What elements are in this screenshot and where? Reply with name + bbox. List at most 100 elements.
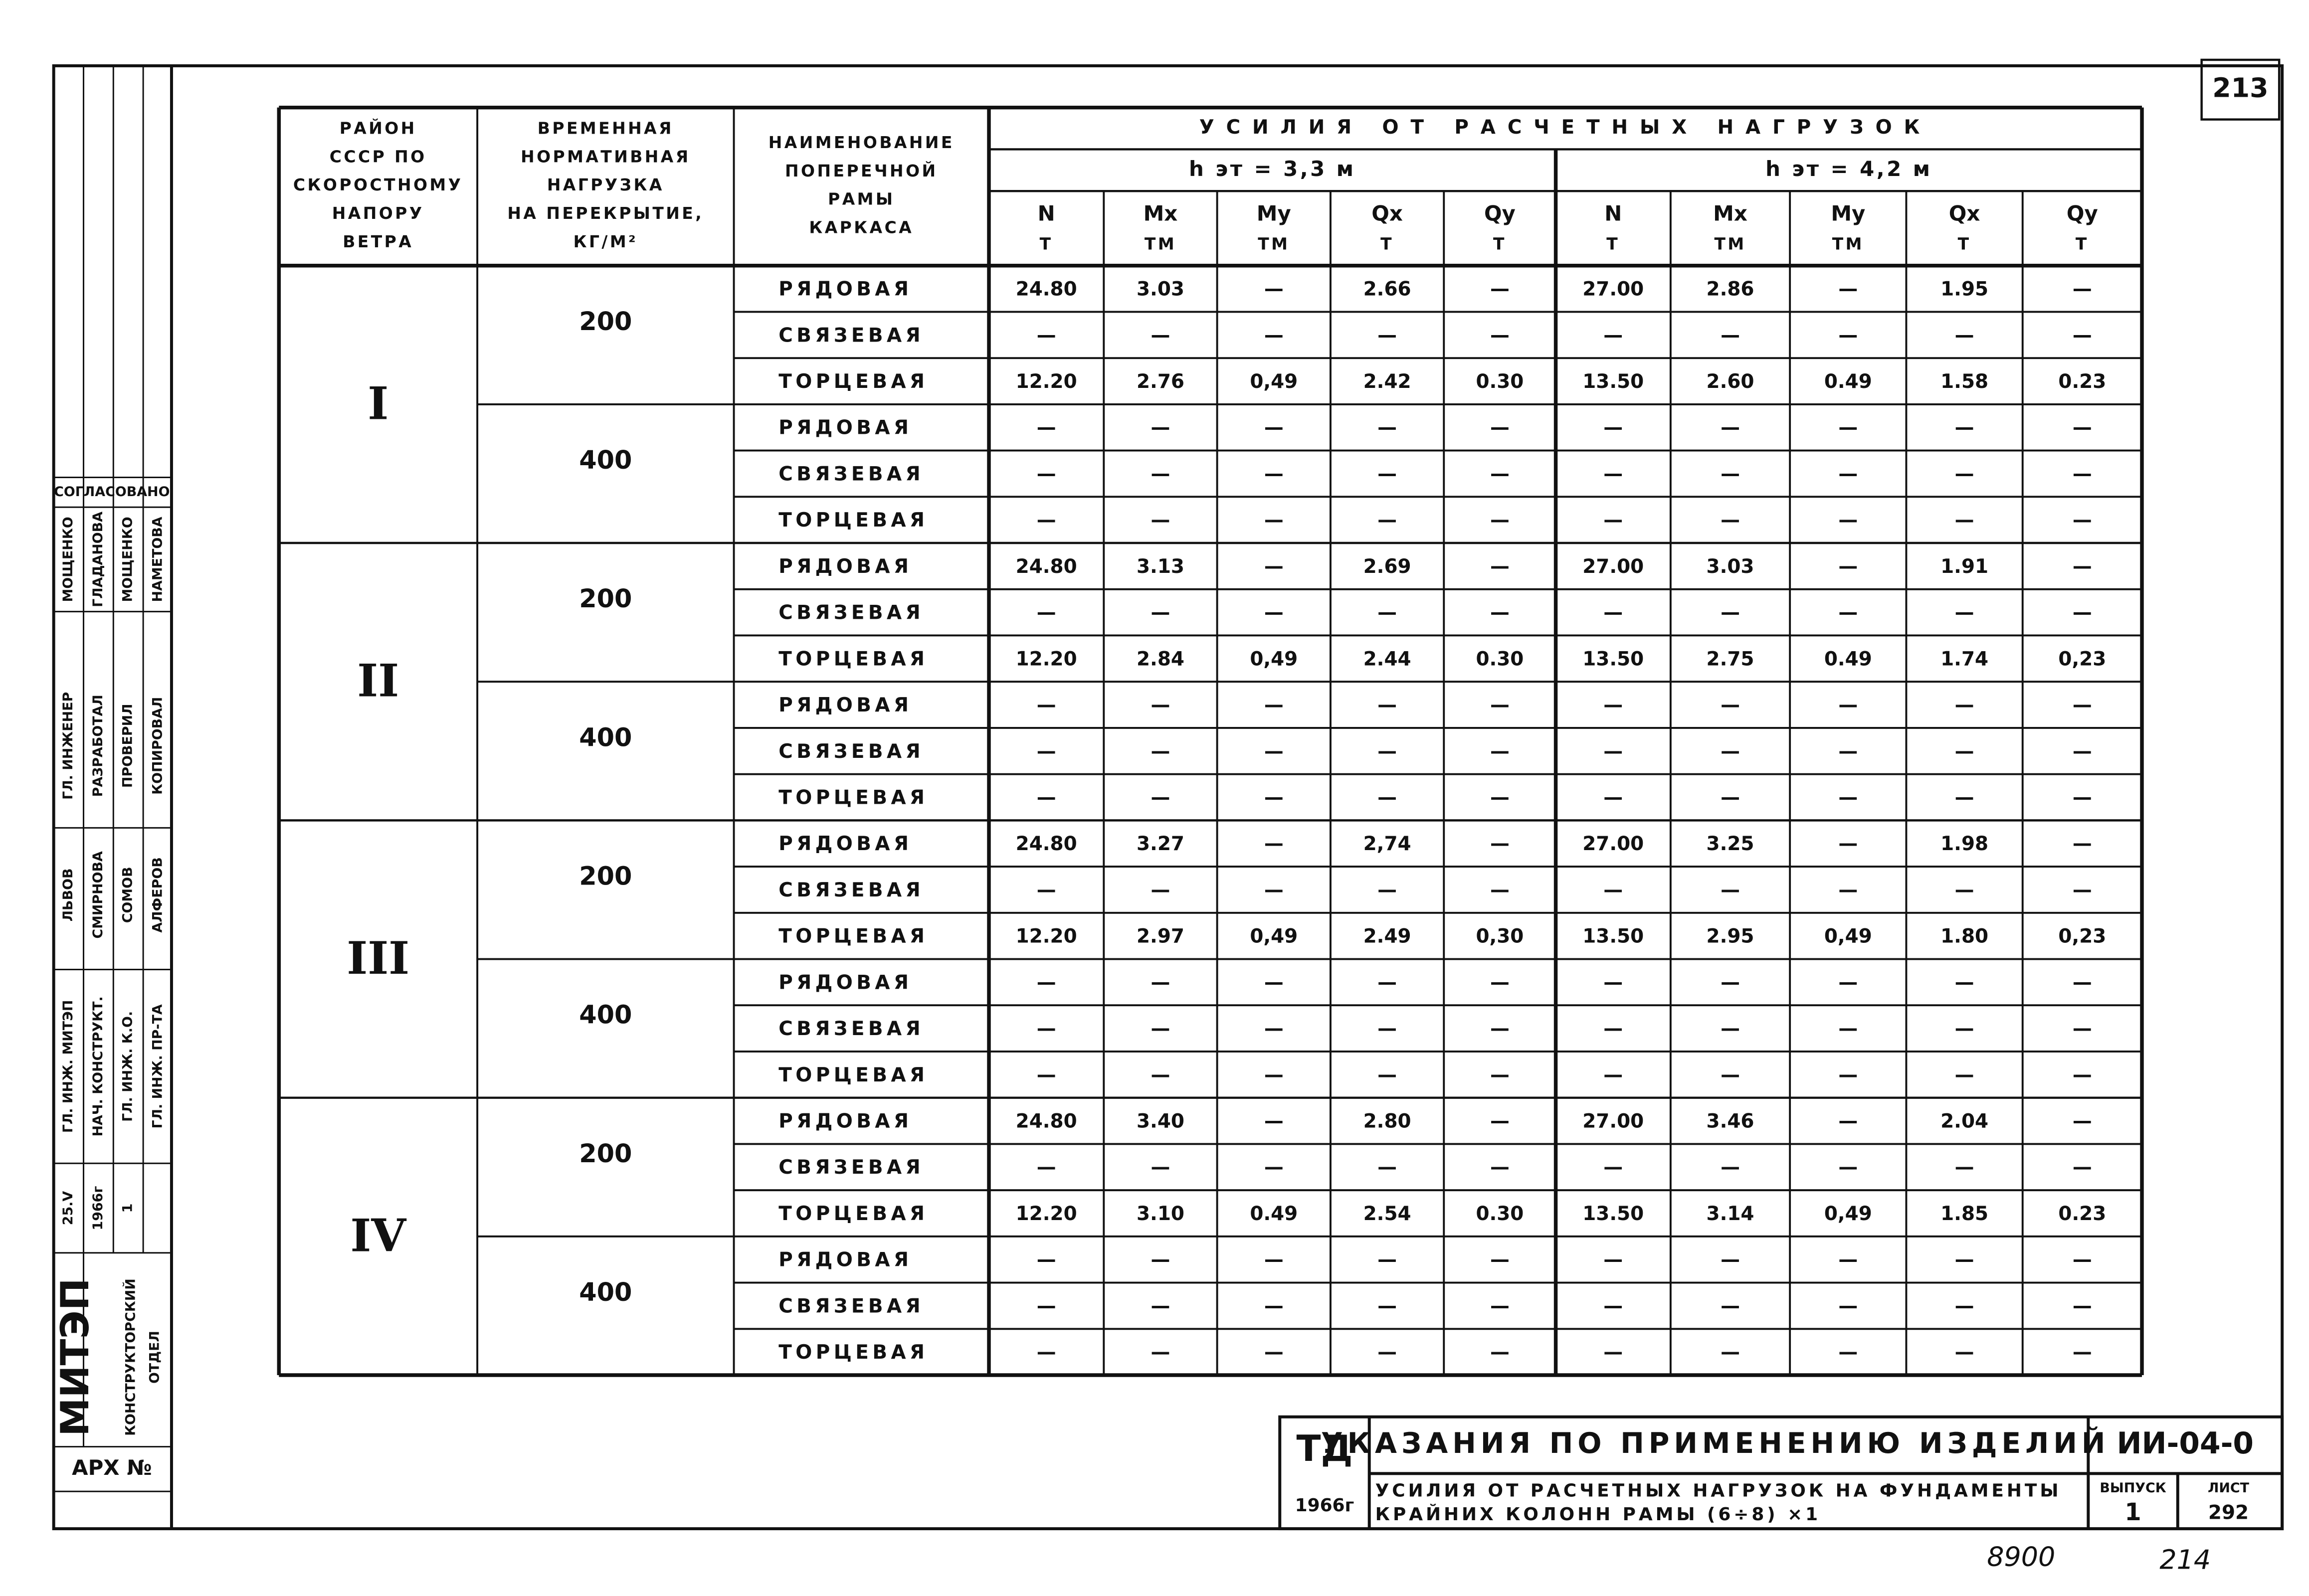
cell-value: — <box>1721 324 1740 347</box>
cell-value: — <box>1264 1018 1284 1040</box>
cell-value: — <box>1838 786 1858 809</box>
cell-value: — <box>1151 1295 1170 1317</box>
cell-value: — <box>2073 1110 2092 1133</box>
cell-value: — <box>1721 1156 1740 1179</box>
cell-value: — <box>1721 509 1740 532</box>
cell-value: 1.58 <box>1940 370 1988 393</box>
cell-value: — <box>1151 786 1170 809</box>
cell-value: — <box>1151 463 1170 485</box>
stamp-text: ГЛАДАНОВА <box>90 512 106 607</box>
cell-value: — <box>1603 602 1623 624</box>
cell-value: 24.80 <box>1016 833 1077 855</box>
cell-value: — <box>1264 1341 1284 1364</box>
region-label: IV <box>350 1210 406 1262</box>
cell-value: — <box>1264 1156 1284 1179</box>
cell-value: — <box>2073 740 2092 763</box>
cell-value: 0.23 <box>2058 1203 2106 1225</box>
cell-value: — <box>1838 971 1858 994</box>
frame-name: СВЯЗЕВАЯ <box>778 324 924 347</box>
column-unit: Т <box>2076 234 2089 253</box>
cell-value: 12.20 <box>1016 1203 1077 1225</box>
cell-value: — <box>1838 1110 1858 1133</box>
stamp-text: ПРОВЕРИЛ <box>120 704 136 788</box>
cell-value: 1.85 <box>1940 1203 1988 1225</box>
cell-value: — <box>1264 602 1284 624</box>
cell-value: 27.00 <box>1582 278 1644 301</box>
sheet-label: ЛИСТ <box>2208 1480 2250 1496</box>
cell-value: 2.95 <box>1707 925 1754 948</box>
cell-value: — <box>1151 509 1170 532</box>
stamp-text: АЛФЕРОВ <box>150 857 166 932</box>
issue: 1 <box>2124 1499 2141 1526</box>
frame-name: СВЯЗЕВАЯ <box>778 1295 924 1317</box>
cell-value: — <box>1490 1341 1510 1364</box>
cell-value: — <box>1721 602 1740 624</box>
cell-value: — <box>1037 1156 1056 1179</box>
cell-value: — <box>1490 278 1510 301</box>
cell-value: — <box>1603 509 1623 532</box>
load-value: 200 <box>579 307 632 336</box>
issue-label: ВЫПУСК <box>2100 1480 2166 1496</box>
frame-name: ТОРЦЕВАЯ <box>778 1064 928 1086</box>
outer-frame <box>52 64 2284 1531</box>
header-text: ВЕТРА <box>343 232 413 251</box>
cell-value: — <box>1037 971 1056 994</box>
cell-value: — <box>1955 786 1974 809</box>
cell-value: — <box>1838 417 1858 439</box>
cell-value: — <box>1151 324 1170 347</box>
frame-name: РЯДОВАЯ <box>778 833 912 855</box>
cell-value: — <box>2073 555 2092 578</box>
frame-name: ТОРЦЕВАЯ <box>778 1341 928 1364</box>
cell-value: — <box>2073 509 2092 532</box>
region-label: II <box>357 655 399 708</box>
column-symbol: Qy <box>1484 201 1516 226</box>
cell-value: — <box>1955 740 1974 763</box>
cell-value: — <box>1037 509 1056 532</box>
cell-value: — <box>1955 1156 1974 1179</box>
cell-value: — <box>1603 1064 1623 1086</box>
frame-name: РЯДОВАЯ <box>778 1249 912 1271</box>
header-text: СКОРОСТНОМУ <box>293 175 463 194</box>
cell-value: — <box>2073 1341 2092 1364</box>
cell-value: — <box>1264 324 1284 347</box>
cell-value: — <box>1037 463 1056 485</box>
stamp-text: 1966г <box>90 1186 106 1231</box>
cell-value: 2,74 <box>1363 833 1411 855</box>
frame-name: СВЯЗЕВАЯ <box>778 1018 924 1040</box>
stamp-text: НАМЕТОВА <box>150 517 166 602</box>
cell-value: — <box>1603 971 1623 994</box>
frame-name: РЯДОВАЯ <box>778 694 912 716</box>
cell-value: — <box>1151 1064 1170 1086</box>
stamp-text: ЛЬВОВ <box>60 869 76 922</box>
region-label: I <box>368 377 388 430</box>
cell-value: — <box>1721 879 1740 901</box>
cell-value: 1.80 <box>1940 925 1988 948</box>
header-text: ВРЕМЕННАЯ <box>538 119 674 138</box>
cell-value: — <box>1377 694 1397 716</box>
cell-value: 1.74 <box>1940 648 1988 670</box>
cell-value: 0.30 <box>1476 370 1524 393</box>
column-symbol: N <box>1604 201 1622 226</box>
stamp-grid <box>53 65 172 1492</box>
load-value: 200 <box>579 1139 632 1168</box>
cell-value: 2.60 <box>1707 370 1754 393</box>
cell-value: — <box>1603 879 1623 901</box>
cell-value: — <box>2073 1156 2092 1179</box>
cell-value: 2.66 <box>1363 278 1411 301</box>
header-text: h эт = 3,3 м <box>1189 157 1355 181</box>
cell-value: — <box>2073 1249 2092 1271</box>
cell-value: — <box>1490 694 1510 716</box>
cell-value: — <box>1838 1295 1858 1317</box>
cell-value: — <box>1603 694 1623 716</box>
cell-value: — <box>2073 602 2092 624</box>
cell-value: — <box>2073 1064 2092 1086</box>
cell-value: 27.00 <box>1582 1110 1644 1133</box>
column-unit: Т <box>1958 234 1971 253</box>
frame-name: РЯДОВАЯ <box>778 1110 912 1133</box>
cell-value: 0.30 <box>1476 648 1524 670</box>
load-value: 200 <box>579 862 632 891</box>
cell-value: — <box>1721 1018 1740 1040</box>
handwritten-note: 214 <box>2159 1544 2211 1576</box>
cell-value: — <box>1955 602 1974 624</box>
cell-value: — <box>1603 1156 1623 1179</box>
